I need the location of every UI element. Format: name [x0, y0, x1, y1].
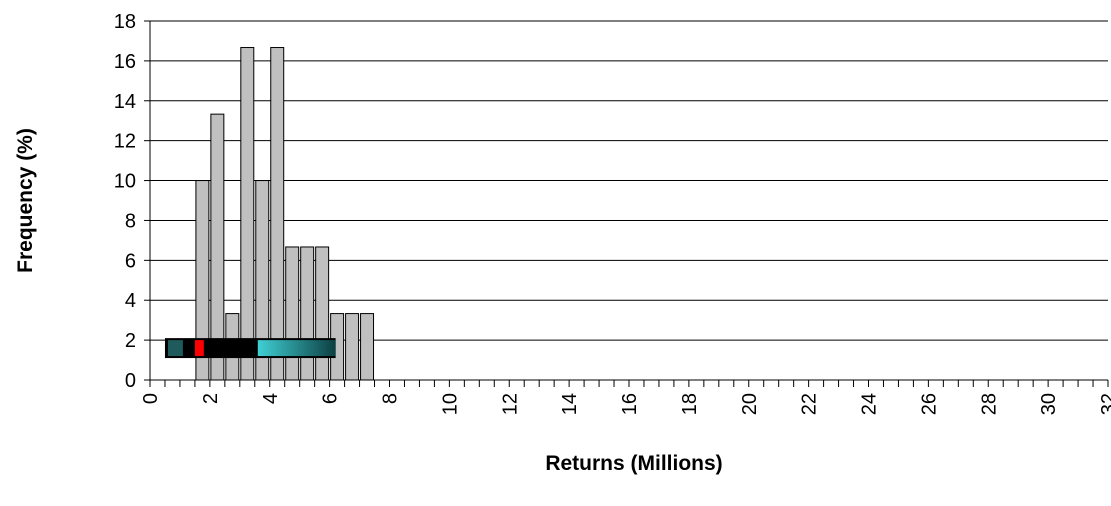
x-tick-label: 20: [739, 393, 761, 415]
y-tick-label: 14: [114, 91, 136, 113]
x-axis-title: Returns (Millions): [545, 452, 722, 475]
range-bar-segment: [194, 340, 204, 357]
x-tick-label: 26: [918, 393, 940, 415]
y-tick-labels: 0 2 4 6 8 10 12 14 16 18: [114, 11, 136, 392]
x-tick-label: 18: [679, 393, 701, 415]
y-tick-label: 8: [125, 210, 136, 232]
x-tick-label: 22: [799, 393, 821, 415]
x-tick-label: 0: [140, 393, 162, 404]
x-tick-label: 12: [499, 393, 521, 415]
y-tick-label: 16: [114, 51, 136, 73]
x-tick-label: 10: [439, 393, 461, 415]
range-bar-segment: [257, 340, 336, 357]
x-tick-label: 2: [200, 393, 222, 404]
x-tick-label: 8: [380, 393, 402, 404]
histogram-bar: [240, 47, 255, 381]
x-tick-label: 28: [978, 393, 1000, 415]
histogram-bar: [315, 246, 330, 381]
y-axis-title: Frequency (%): [14, 128, 37, 273]
histogram-bar: [360, 313, 375, 381]
y-tick-label: 2: [125, 330, 136, 352]
histogram-bar: [285, 246, 300, 381]
y-tick-label: 4: [125, 290, 136, 312]
histogram-bar: [300, 246, 315, 381]
bars: [195, 47, 375, 381]
range-bar: [164, 338, 336, 359]
x-tick-label: 16: [619, 393, 641, 415]
y-tick-label: 10: [114, 171, 136, 193]
histogram-bar: [270, 47, 285, 381]
axes: [144, 20, 1109, 387]
y-tick-label: 18: [114, 11, 136, 33]
histogram-bar: [345, 313, 360, 381]
range-bar-segment: [167, 340, 183, 357]
x-tick-label: 24: [859, 393, 881, 415]
x-tick-label: 4: [260, 393, 282, 404]
y-tick-label: 12: [114, 131, 136, 153]
x-tick-label: 6: [320, 393, 342, 404]
y-tick-label: 6: [125, 250, 136, 272]
x-tick-label: 30: [1038, 393, 1060, 415]
x-tick-label: 14: [559, 393, 581, 415]
x-tick-labels: 0 2 4 6 8 10 12 14 16 18 20 22 24 26 28 30 32: [140, 393, 1111, 415]
x-tick-label: 32: [1098, 393, 1111, 415]
range-bar-segment: [182, 340, 195, 357]
range-bar-segment: [203, 340, 258, 357]
y-tick-label: 0: [125, 370, 136, 392]
